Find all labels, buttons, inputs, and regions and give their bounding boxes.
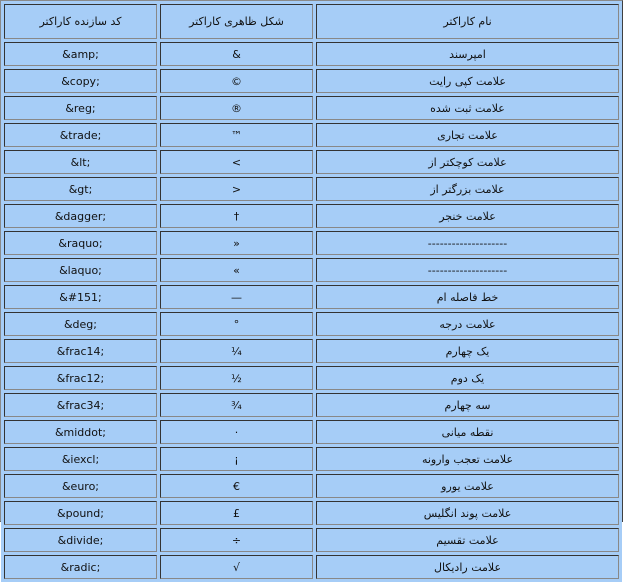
entity-code-cell: &divide; (4, 528, 157, 552)
character-name-cell: علامت خنجر (316, 204, 619, 228)
table-row: &amp; & امپرسند (4, 42, 619, 66)
table-row: &reg; ® علامت ثبت شده (4, 96, 619, 120)
table-row: &pound; £ علامت پوند انگلیس (4, 501, 619, 525)
glyph-cell: ¼ (160, 339, 313, 363)
table-row: &trade; ™ علامت تجاری (4, 123, 619, 147)
character-name-cell: علامت یورو (316, 474, 619, 498)
header-glyph: شکل ظاهری کاراکتر (160, 4, 313, 39)
glyph-cell: † (160, 204, 313, 228)
glyph-cell: ¡ (160, 447, 313, 471)
character-name-cell: علامت کپی رایت (316, 69, 619, 93)
entity-code-cell: &euro; (4, 474, 157, 498)
table-row: &frac12; ½ یک دوم (4, 366, 619, 390)
glyph-cell: £ (160, 501, 313, 525)
table-row: &frac14; ¼ یک چهارم (4, 339, 619, 363)
table-header-row: کد سازنده کاراکتر شکل ظاهری کاراکتر نام … (4, 4, 619, 39)
character-name-cell: یک چهارم (316, 339, 619, 363)
table-row: &lt; < علامت کوچکتر از (4, 150, 619, 174)
character-name-cell: سه چهارم (316, 393, 619, 417)
glyph-cell: € (160, 474, 313, 498)
table-row: &iexcl; ¡ علامت تعجب وارونه (4, 447, 619, 471)
table-row: &gt; > علامت بزرگتر از (4, 177, 619, 201)
character-name-cell: علامت پوند انگلیس (316, 501, 619, 525)
glyph-cell: √ (160, 555, 313, 579)
glyph-cell: & (160, 42, 313, 66)
table-row: &divide; ÷ علامت تقسیم (4, 528, 619, 552)
entity-code-cell: &reg; (4, 96, 157, 120)
table-row: &laquo; «-------------------- (4, 258, 619, 282)
table-row: &#151; — خط فاصله ام (4, 285, 619, 309)
table-row: &raquo;» -------------------- (4, 231, 619, 255)
character-name-cell: علامت کوچکتر از (316, 150, 619, 174)
header-code: کد سازنده کاراکتر (4, 4, 157, 39)
glyph-cell: © (160, 69, 313, 93)
glyph-cell: « (160, 258, 313, 282)
character-name-cell: امپرسند (316, 42, 619, 66)
glyph-cell: — (160, 285, 313, 309)
entity-code-cell: &gt; (4, 177, 157, 201)
character-name-cell: علامت تجاری (316, 123, 619, 147)
glyph-cell: » (160, 231, 313, 255)
entity-code-cell: &deg; (4, 312, 157, 336)
header-name: نام کاراکتر (316, 4, 619, 39)
character-name-cell: -------------------- (316, 258, 619, 282)
entity-code-cell: &frac14; (4, 339, 157, 363)
table-row: &euro; € علامت یورو (4, 474, 619, 498)
entity-code-cell: &iexcl; (4, 447, 157, 471)
entity-code-cell: &raquo; (4, 231, 157, 255)
entity-code-cell: &dagger; (4, 204, 157, 228)
table-row: &copy; © علامت کپی رایت (4, 69, 619, 93)
entity-code-cell: &copy; (4, 69, 157, 93)
entity-code-cell: &frac34; (4, 393, 157, 417)
glyph-cell: ½ (160, 366, 313, 390)
entity-code-cell: &radic; (4, 555, 157, 579)
character-name-cell: -------------------- (316, 231, 619, 255)
entity-code-cell: &trade; (4, 123, 157, 147)
character-name-cell: علامت درجه (316, 312, 619, 336)
character-name-cell: علامت تعجب وارونه (316, 447, 619, 471)
table-row: &frac34; ¾ سه چهارم (4, 393, 619, 417)
glyph-cell: ÷ (160, 528, 313, 552)
glyph-cell: ™ (160, 123, 313, 147)
character-name-cell: خط فاصله ام (316, 285, 619, 309)
entity-code-cell: &pound; (4, 501, 157, 525)
table-row: &radic; √ علامت رادیکال (4, 555, 619, 579)
entity-code-cell: &#151; (4, 285, 157, 309)
entity-code-cell: &lt; (4, 150, 157, 174)
character-name-cell: نقطه میانی (316, 420, 619, 444)
glyph-cell: · (160, 420, 313, 444)
character-name-cell: علامت بزرگتر از (316, 177, 619, 201)
table-row: &dagger; † علامت خنجر (4, 204, 619, 228)
character-name-cell: علامت تقسیم (316, 528, 619, 552)
glyph-cell: > (160, 177, 313, 201)
glyph-cell: ° (160, 312, 313, 336)
glyph-cell: < (160, 150, 313, 174)
table-row: &middot; · نقطه میانی (4, 420, 619, 444)
entity-code-cell: &laquo; (4, 258, 157, 282)
character-name-cell: علامت رادیکال (316, 555, 619, 579)
table-row: &deg; ° علامت درجه (4, 312, 619, 336)
entity-code-cell: &frac12; (4, 366, 157, 390)
character-name-cell: علامت ثبت شده (316, 96, 619, 120)
entity-code-cell: &amp; (4, 42, 157, 66)
glyph-cell: ¾ (160, 393, 313, 417)
entity-code-cell: &middot; (4, 420, 157, 444)
character-name-cell: یک دوم (316, 366, 619, 390)
glyph-cell: ® (160, 96, 313, 120)
